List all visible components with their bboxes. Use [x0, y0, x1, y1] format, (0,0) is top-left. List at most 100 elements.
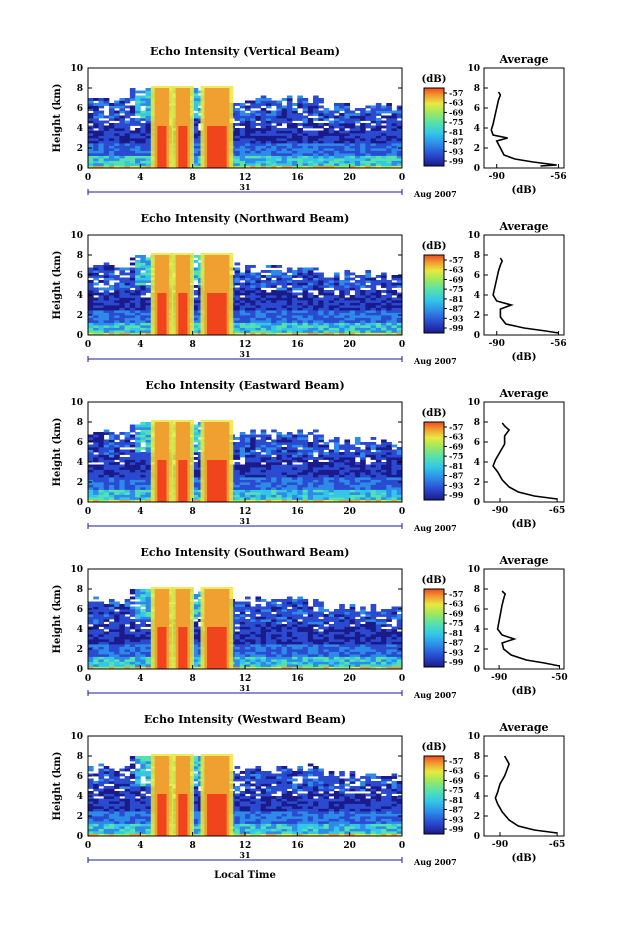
colorbar [423, 254, 445, 334]
y-tick-label: 10 [70, 732, 83, 742]
y-tick-label: 8 [77, 251, 83, 261]
x-tick-label: 4 [137, 674, 143, 684]
average-y-tick-label: 2 [474, 645, 480, 655]
colorbar-tick-label: -99 [449, 490, 464, 500]
colorbar-tick-label: -99 [449, 824, 464, 834]
average-profile-line [496, 590, 560, 667]
average-profile-line [492, 422, 558, 500]
colorbar-tick-label: -87 [449, 638, 463, 648]
average-y-tick-label: 4 [474, 124, 480, 134]
colorbar-unit: (dB) [422, 408, 447, 419]
average-y-tick-label: 10 [467, 64, 480, 74]
local-time-label: Local Time [214, 870, 276, 881]
x-tick-label: 16 [291, 507, 304, 517]
x-tick-label: 0 [85, 340, 91, 350]
y-tick-label: 8 [77, 84, 83, 94]
average-title: Average [498, 220, 548, 233]
colorbar-tick-label: -87 [449, 805, 463, 815]
average-x-tick-label: -90 [492, 840, 508, 850]
panel-2: Echo Intensity (Northward Beam) Height (k… [52, 212, 567, 366]
date-month-label: Aug 2007 [413, 523, 457, 533]
colorbar-tick-label: -81 [449, 127, 463, 137]
average-xlabel: (dB) [512, 185, 537, 196]
y-tick-label: 6 [77, 438, 83, 448]
colorbar-tick-label: -81 [449, 795, 463, 805]
panel-4: Echo Intensity (Southward Beam) Height (k… [52, 546, 568, 700]
average-x-tick-label: -56 [550, 339, 566, 349]
colorbar-tick-label: -93 [449, 480, 464, 490]
colorbar-tick-label: -87 [449, 304, 463, 314]
colorbar-tick-label: -93 [449, 146, 464, 156]
y-tick-label: 2 [77, 144, 83, 154]
average-y-tick-label: 2 [474, 812, 480, 822]
average-x-tick-label: -90 [489, 339, 505, 349]
colorbar-tick-label: -57 [449, 589, 463, 599]
average-y-tick-label: 8 [474, 418, 480, 428]
date-day-label: 31 [239, 850, 250, 860]
colorbar [423, 588, 445, 668]
y-tick-label: 8 [77, 585, 83, 595]
x-tick-label: 16 [291, 340, 304, 350]
x-tick-label: 8 [190, 507, 196, 517]
colorbar-tick-label: -69 [449, 608, 464, 618]
x-tick-label: 20 [343, 173, 356, 183]
average-y-tick-label: 0 [474, 832, 480, 842]
x-tick-label: 0 [399, 841, 405, 851]
average-profile-line [492, 257, 559, 334]
x-tick-label: 12 [239, 507, 252, 517]
date-month-label: Aug 2007 [413, 857, 457, 867]
average-y-tick-label: 6 [474, 605, 480, 615]
panel-5: Echo Intensity (Westward Beam) Height (km… [52, 713, 565, 867]
x-tick-label: 0 [85, 674, 91, 684]
colorbar-unit: (dB) [422, 241, 447, 252]
average-y-tick-label: 8 [474, 84, 480, 94]
colorbar-tick-label: -69 [449, 441, 464, 451]
x-tick-label: 16 [291, 173, 304, 183]
average-y-tick-label: 6 [474, 438, 480, 448]
y-axis-label: Height (km) [52, 418, 63, 487]
x-tick-label: 4 [137, 841, 143, 851]
colorbar-tick-label: -57 [449, 422, 463, 432]
x-tick-label: 0 [85, 841, 91, 851]
colorbar-tick-label: -69 [449, 274, 464, 284]
average-profile-line [494, 755, 558, 834]
y-tick-label: 6 [77, 772, 83, 782]
colorbar-unit: (dB) [422, 74, 447, 85]
x-tick-label: 0 [399, 674, 405, 684]
x-tick-label: 12 [239, 841, 252, 851]
panel-title: Echo Intensity (Eastward Beam) [145, 379, 344, 392]
average-xlabel: (dB) [512, 686, 537, 697]
panel-title: Echo Intensity (Westward Beam) [144, 713, 346, 726]
y-tick-label: 4 [77, 792, 83, 802]
y-tick-label: 2 [77, 478, 83, 488]
average-y-tick-label: 6 [474, 271, 480, 281]
colorbar-tick-label: -63 [449, 98, 464, 108]
panel-title: Echo Intensity (Vertical Beam) [150, 45, 340, 58]
average-profile-line [490, 91, 557, 167]
colorbar-tick-label: -81 [449, 294, 463, 304]
y-tick-label: 8 [77, 418, 83, 428]
average-y-tick-label: 0 [474, 665, 480, 675]
average-xlabel: (dB) [512, 519, 537, 530]
colorbar-tick-label: -93 [449, 313, 464, 323]
average-x-tick-label: -90 [489, 172, 505, 182]
x-tick-label: 12 [239, 674, 252, 684]
x-tick-label: 0 [399, 340, 405, 350]
heatmap-plot [87, 401, 403, 503]
date-day-label: 31 [239, 182, 250, 192]
x-tick-label: 0 [399, 173, 405, 183]
average-plot [483, 67, 565, 169]
average-y-tick-label: 8 [474, 752, 480, 762]
average-y-tick-label: 0 [474, 498, 480, 508]
y-axis-label: Height (km) [52, 585, 63, 654]
y-tick-label: 0 [77, 331, 83, 341]
colorbar-tick-label: -57 [449, 88, 463, 98]
average-y-tick-label: 0 [474, 164, 480, 174]
average-title: Average [498, 387, 548, 400]
x-tick-label: 8 [190, 340, 196, 350]
panel-1: Echo Intensity (Vertical Beam) Height (km… [52, 45, 567, 199]
average-y-tick-label: 6 [474, 772, 480, 782]
colorbar-tick-label: -57 [449, 255, 463, 265]
average-xlabel: (dB) [512, 352, 537, 363]
y-tick-label: 10 [70, 565, 83, 575]
